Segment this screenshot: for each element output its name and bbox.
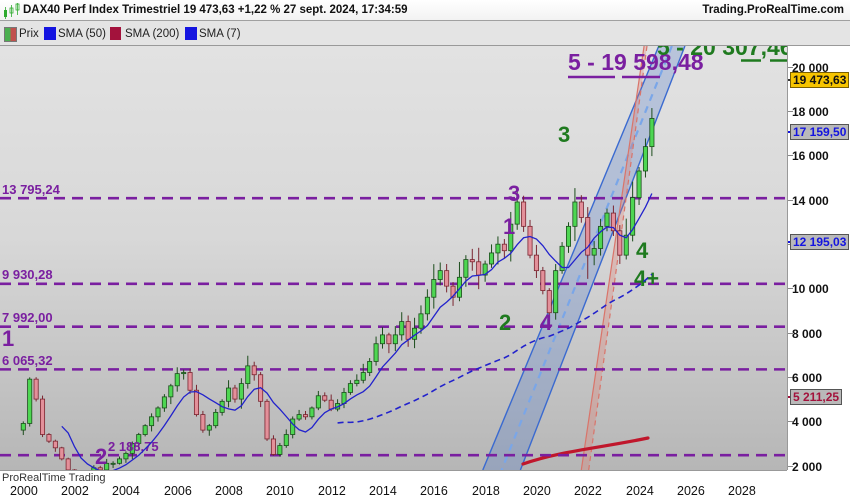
svg-text:3: 3 [508,181,520,206]
svg-text:5 - 20 307,46: 5 - 20 307,46 [657,46,787,60]
svg-text:2: 2 [95,444,107,469]
svg-text:7 992,00: 7 992,00 [2,310,53,325]
svg-text:4: 4 [540,310,553,335]
svg-text:6 065,32: 6 065,32 [2,353,53,368]
svg-text:2: 2 [499,310,511,335]
svg-text:1: 1 [2,326,14,351]
svg-text:3: 3 [558,122,570,147]
svg-text:9 930,28: 9 930,28 [2,267,53,282]
svg-text:13 795,24: 13 795,24 [2,182,61,197]
svg-text:1: 1 [503,214,515,239]
svg-text:2 188,75: 2 188,75 [108,439,159,454]
svg-text:4: 4 [636,238,649,263]
